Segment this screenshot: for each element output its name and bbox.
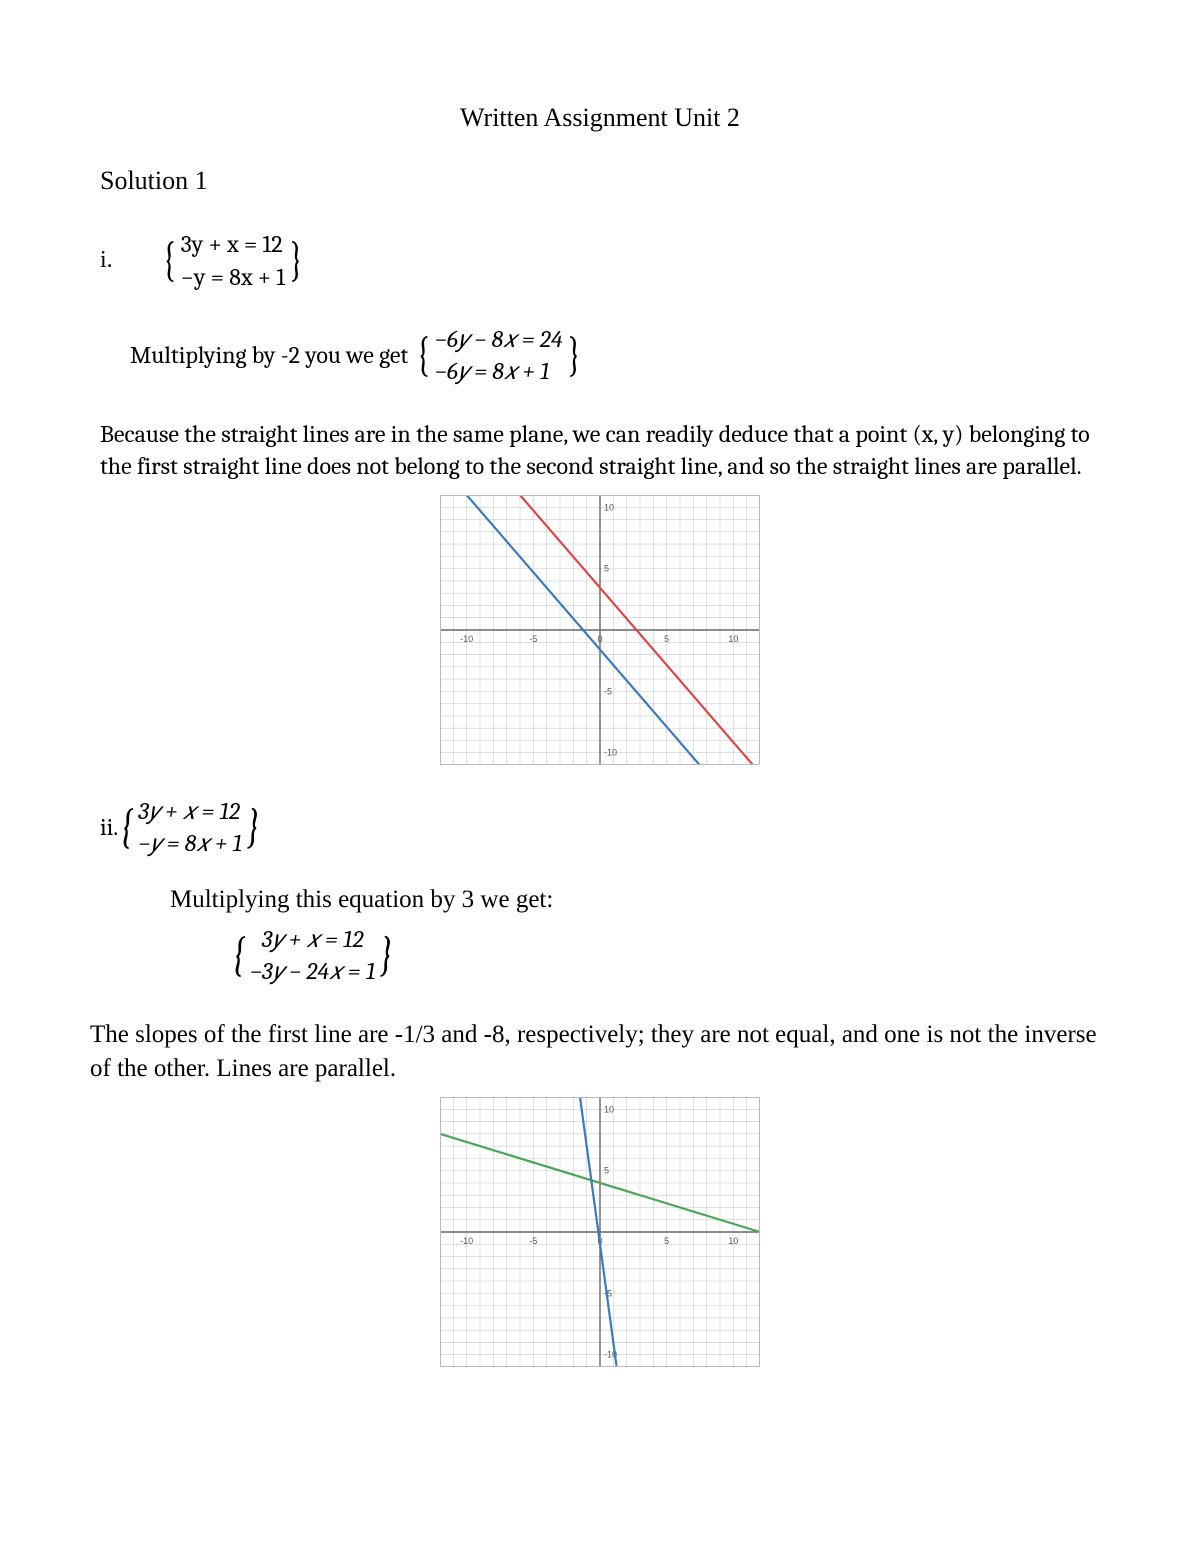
graph-2-wrap: -10-50510-10-5510 — [90, 1097, 1110, 1367]
item-i-label: i. — [100, 244, 160, 276]
svg-text:-10: -10 — [604, 747, 617, 757]
svg-text:-10: -10 — [460, 634, 473, 644]
item-ii-row: ii. { 3𝑦 + 𝑥 = 12 −𝑦 = 8𝑥 + 1 } — [90, 795, 1110, 860]
eq-line: 3𝑦 + 𝑥 = 12 — [250, 923, 375, 955]
svg-text:-5: -5 — [529, 1236, 537, 1246]
right-brace-icon: } — [290, 241, 303, 279]
item-i-row: i. { 3y + x = 12 −y = 8x + 1 } — [90, 228, 1110, 293]
svg-text:5: 5 — [664, 634, 669, 644]
svg-text:5: 5 — [604, 1166, 609, 1176]
graph-1: -10 -5 0 5 10 -10 -5 5 10 — [440, 495, 760, 765]
paragraph-ii: The slopes of the first line are -1/3 an… — [90, 1018, 1100, 1086]
left-brace-icon: { — [163, 241, 176, 279]
eq-line: −y = 8x + 1 — [181, 261, 286, 293]
right-brace-icon: } — [247, 808, 260, 846]
paragraph-i: Because the straight lines are in the sa… — [100, 418, 1100, 483]
mult-i-row: Multiplying by -2 you we get { −6𝑦 − 8𝑥 … — [130, 323, 1110, 388]
svg-text:-5: -5 — [529, 634, 537, 644]
svg-text:5: 5 — [664, 1236, 669, 1246]
svg-text:10: 10 — [604, 502, 614, 512]
left-brace-icon: { — [417, 336, 430, 374]
svg-text:-5: -5 — [604, 686, 612, 696]
eq-line: −6𝑦 = 8𝑥 + 1 — [435, 355, 563, 387]
svg-text:10: 10 — [728, 1236, 738, 1246]
svg-text:-10: -10 — [460, 1236, 473, 1246]
graph-1-wrap: -10 -5 0 5 10 -10 -5 5 10 — [90, 495, 1110, 765]
solution-header: Solution 1 — [100, 163, 1110, 198]
graph-2: -10-50510-10-5510 — [440, 1097, 760, 1367]
mult-ii-lead: Multiplying this equation by 3 we get: — [170, 883, 1110, 917]
left-brace-icon: { — [121, 808, 134, 846]
svg-text:5: 5 — [604, 563, 609, 573]
eq-line: −6𝑦 − 8𝑥 = 24 — [435, 323, 563, 355]
svg-text:10: 10 — [604, 1105, 614, 1115]
svg-text:10: 10 — [728, 634, 738, 644]
eq-line: −3𝑦 − 24𝑥 = 1 — [250, 955, 375, 987]
right-brace-icon: } — [380, 936, 393, 974]
eq-line: 3𝑦 + 𝑥 = 12 — [138, 795, 242, 827]
right-brace-icon: } — [567, 336, 580, 374]
eq-line: −𝑦 = 8𝑥 + 1 — [138, 827, 242, 859]
mult-ii-system: { 3𝑦 + 𝑥 = 12 −3𝑦 − 24𝑥 = 1 } — [230, 923, 1110, 988]
item-ii-label: ii. — [100, 811, 118, 843]
left-brace-icon: { — [233, 936, 246, 974]
svg-text:0: 0 — [597, 634, 602, 644]
item-i-system: { 3y + x = 12 −y = 8x + 1 } — [160, 228, 306, 293]
eq-line: 3y + x = 12 — [181, 228, 286, 260]
mult-i-lead: Multiplying by -2 you we get — [130, 339, 408, 371]
page-title: Written Assignment Unit 2 — [90, 100, 1110, 135]
